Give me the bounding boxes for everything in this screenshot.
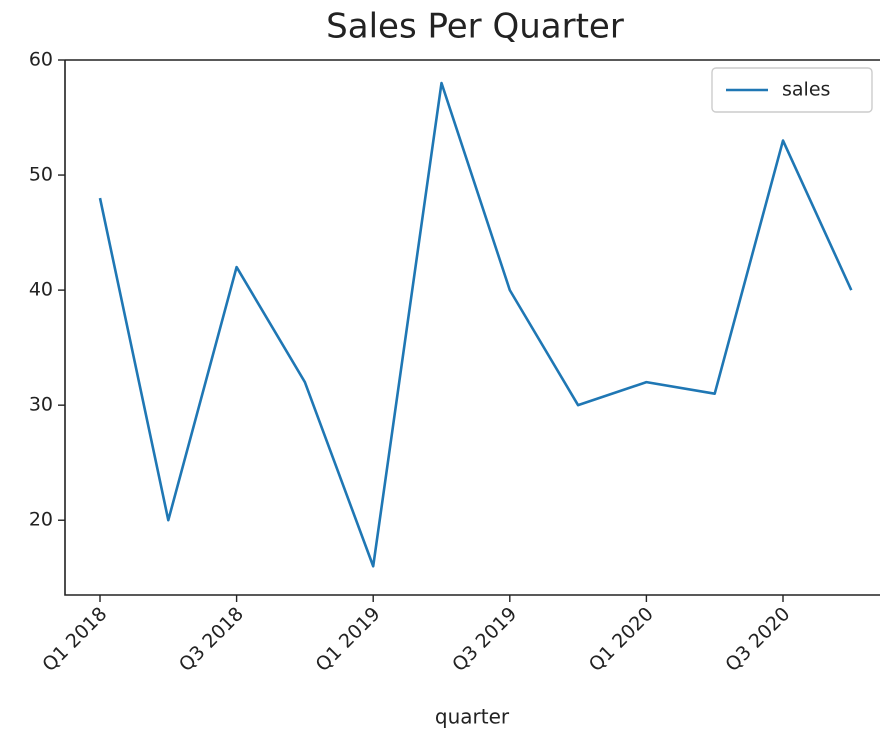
x-tick-label: Q1 2020 [585,603,658,676]
legend-label: sales [782,79,830,101]
legend-box [711,67,873,113]
y-tick-label: 30 [29,394,53,416]
x-tick-label: Q1 2019 [311,603,384,676]
y-tick-label: 20 [29,509,53,531]
y-tick-label: 40 [29,279,53,301]
y-tick-label: 60 [29,49,53,71]
x-tick-label: Q3 2020 [721,603,794,676]
line-series [98,81,853,568]
x-tick-label: Q3 2019 [448,603,521,676]
plot-frame [64,59,880,596]
x-tick-label: Q1 2018 [38,603,111,676]
x-axis-label: quarter [435,705,510,729]
x-tick-label: Q3 2018 [175,603,248,676]
chart-title: Sales Per Quarter [326,7,624,47]
y-tick-label: 50 [29,164,53,186]
